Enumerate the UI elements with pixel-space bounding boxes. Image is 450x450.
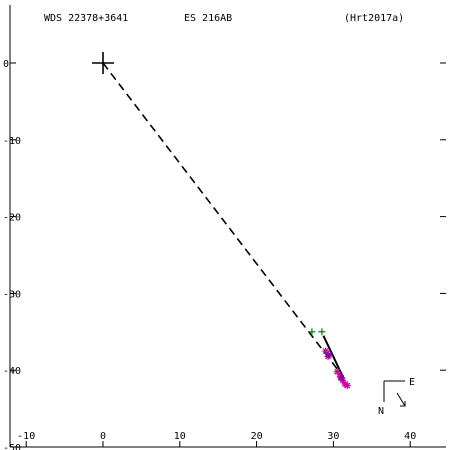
observation-asterisk-point bbox=[322, 347, 330, 355]
observation-asterisk-point bbox=[333, 368, 341, 376]
dashed-separation-line bbox=[102, 62, 342, 375]
motion-arrow-icon bbox=[396, 392, 406, 407]
observation-asterisk-point bbox=[325, 351, 333, 359]
y-tick-label: -40 bbox=[3, 366, 21, 377]
observation-plus-point bbox=[308, 328, 316, 336]
orbit-segment bbox=[322, 335, 345, 379]
compass-east-label: E bbox=[409, 377, 415, 388]
x-tick-label: 0 bbox=[100, 431, 106, 442]
orbit-lines bbox=[102, 62, 345, 379]
x-tick-label: 10 bbox=[174, 431, 186, 442]
reference-label: (Hrt2017a) bbox=[344, 13, 404, 24]
observation-asterisk-point bbox=[343, 382, 351, 390]
x-tick-label: 20 bbox=[251, 431, 263, 442]
x-tick-label: 30 bbox=[327, 431, 339, 442]
data-marks bbox=[92, 52, 351, 390]
discoverer-label: ES 216AB bbox=[184, 13, 232, 24]
axis-ticks: -10 0 10 20 30 40 0 -10 -20 -30 -40 -50 bbox=[3, 59, 446, 450]
x-tick-label: 40 bbox=[404, 431, 416, 442]
observation-plus-point bbox=[318, 328, 326, 336]
compass-north-label: N bbox=[378, 406, 384, 417]
compass: E N bbox=[378, 377, 415, 417]
wds-id-label: WDS 22378+3641 bbox=[44, 13, 128, 24]
y-tick-label: -30 bbox=[3, 289, 21, 300]
y-tick-label: -20 bbox=[3, 213, 21, 224]
y-tick-label: 0 bbox=[3, 59, 9, 70]
y-tick-label: -50 bbox=[3, 443, 21, 450]
x-tick-label: -10 bbox=[17, 431, 35, 442]
observation-asterisk-point bbox=[337, 374, 345, 382]
y-tick-label: -10 bbox=[3, 136, 21, 147]
motion-arrowhead-icon bbox=[400, 401, 406, 407]
